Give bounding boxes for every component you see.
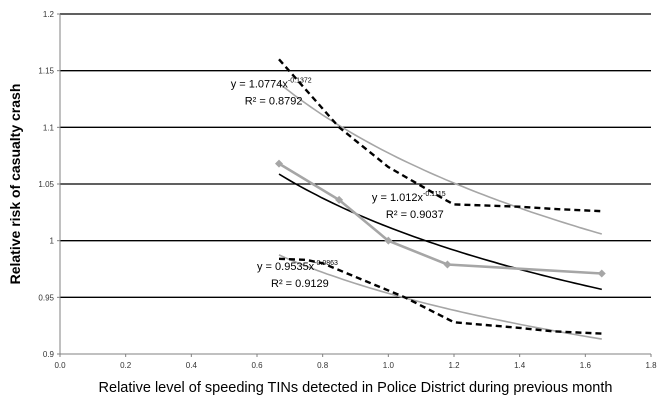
x-tick-label: 0.8 xyxy=(317,361,329,370)
y-tick-label: 1 xyxy=(50,237,55,246)
trendline-equations: y = 1.0774x-0.1372 R² = 0.8792 y = 1.012x-… xyxy=(231,78,446,290)
gridlines xyxy=(60,13,651,298)
x-tick-label: 0.2 xyxy=(120,361,132,370)
y-tick-label: 1.1 xyxy=(43,123,55,132)
x-tick-label: 0.6 xyxy=(251,361,263,370)
y-axis-title: Relative risk of casualty crash xyxy=(7,84,23,285)
power-trendline-2 xyxy=(278,173,602,291)
data-point-marker xyxy=(335,195,344,204)
x-tick-label: 0.4 xyxy=(186,361,198,370)
trendline-equation: y = 1.0774x-0.1372 xyxy=(231,78,312,91)
y-tick-label: 1.2 xyxy=(43,10,55,19)
data-point-marker xyxy=(274,159,283,168)
tick-labels: 0.0 0.2 0.4 0.6 0.8 1.0 1.2 1.4 1.6 1.8 0.9 0.95 1 1.… xyxy=(38,10,657,370)
r-squared-label: R² = 0.9037 xyxy=(386,209,444,221)
y-tick-label: 1.15 xyxy=(38,67,54,76)
x-tick-label: 0.0 xyxy=(54,361,66,370)
x-tick-label: 1.2 xyxy=(448,361,460,370)
x-tick-label: 1.6 xyxy=(580,361,592,370)
r-squared-label: R² = 0.8792 xyxy=(245,96,303,108)
x-tick-label: 1.4 xyxy=(514,361,526,370)
y-tick-label: 0.95 xyxy=(38,293,54,302)
dashed-series-2 xyxy=(278,257,602,335)
trendline-equation: y = 0.9535x-0.0863 xyxy=(257,260,338,273)
dashed-series-1 xyxy=(278,58,602,213)
x-axis-title: Relative level of speeding TINs detected… xyxy=(99,380,613,396)
data-point-marker xyxy=(597,269,606,278)
data-point-marker xyxy=(443,260,452,269)
x-tick-label: 1.8 xyxy=(645,361,657,370)
data-series xyxy=(274,58,606,335)
data-point-marker xyxy=(384,236,393,245)
y-tick-label: 0.9 xyxy=(43,350,55,359)
y-tick-label: 1.05 xyxy=(38,180,54,189)
x-tick-label: 1.0 xyxy=(383,361,395,370)
r-squared-label: R² = 0.9129 xyxy=(271,278,329,290)
trendline-equation: y = 1.012x-0.1115 xyxy=(372,191,446,204)
